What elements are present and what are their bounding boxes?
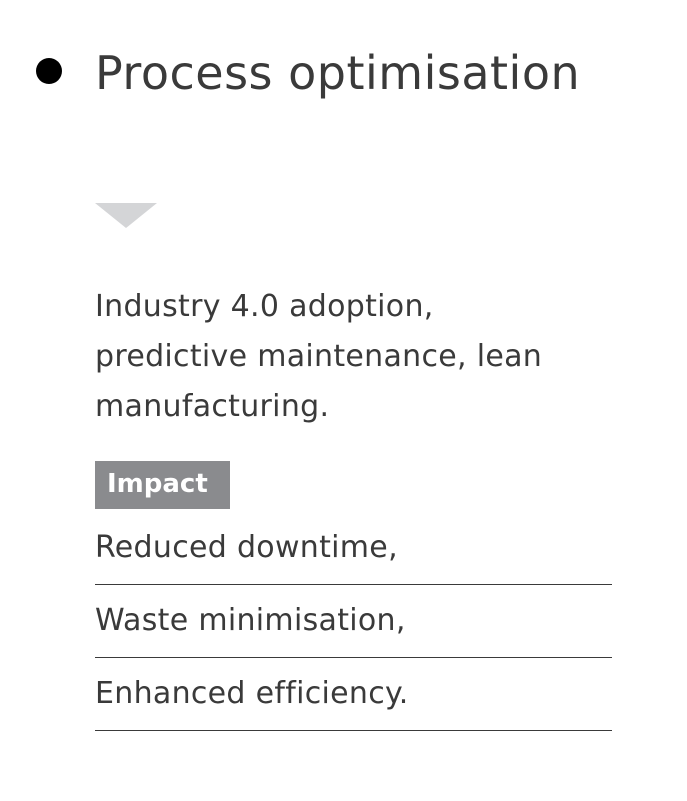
chevron-down-icon[interactable] [95,203,157,228]
impact-item-waste: Waste minimisation, [95,585,612,658]
impact-item-downtime: Reduced downtime, [95,512,612,585]
card-title: Process optimisation [95,46,581,100]
impact-badge: Impact [95,461,230,509]
card-description: Industry 4.0 adoption, predictive mainte… [95,289,543,424]
impact-list: Reduced downtime, Waste minimisation, En… [95,512,612,731]
bullet-icon [36,58,62,84]
impact-item-efficiency: Enhanced efficiency. [95,658,612,731]
